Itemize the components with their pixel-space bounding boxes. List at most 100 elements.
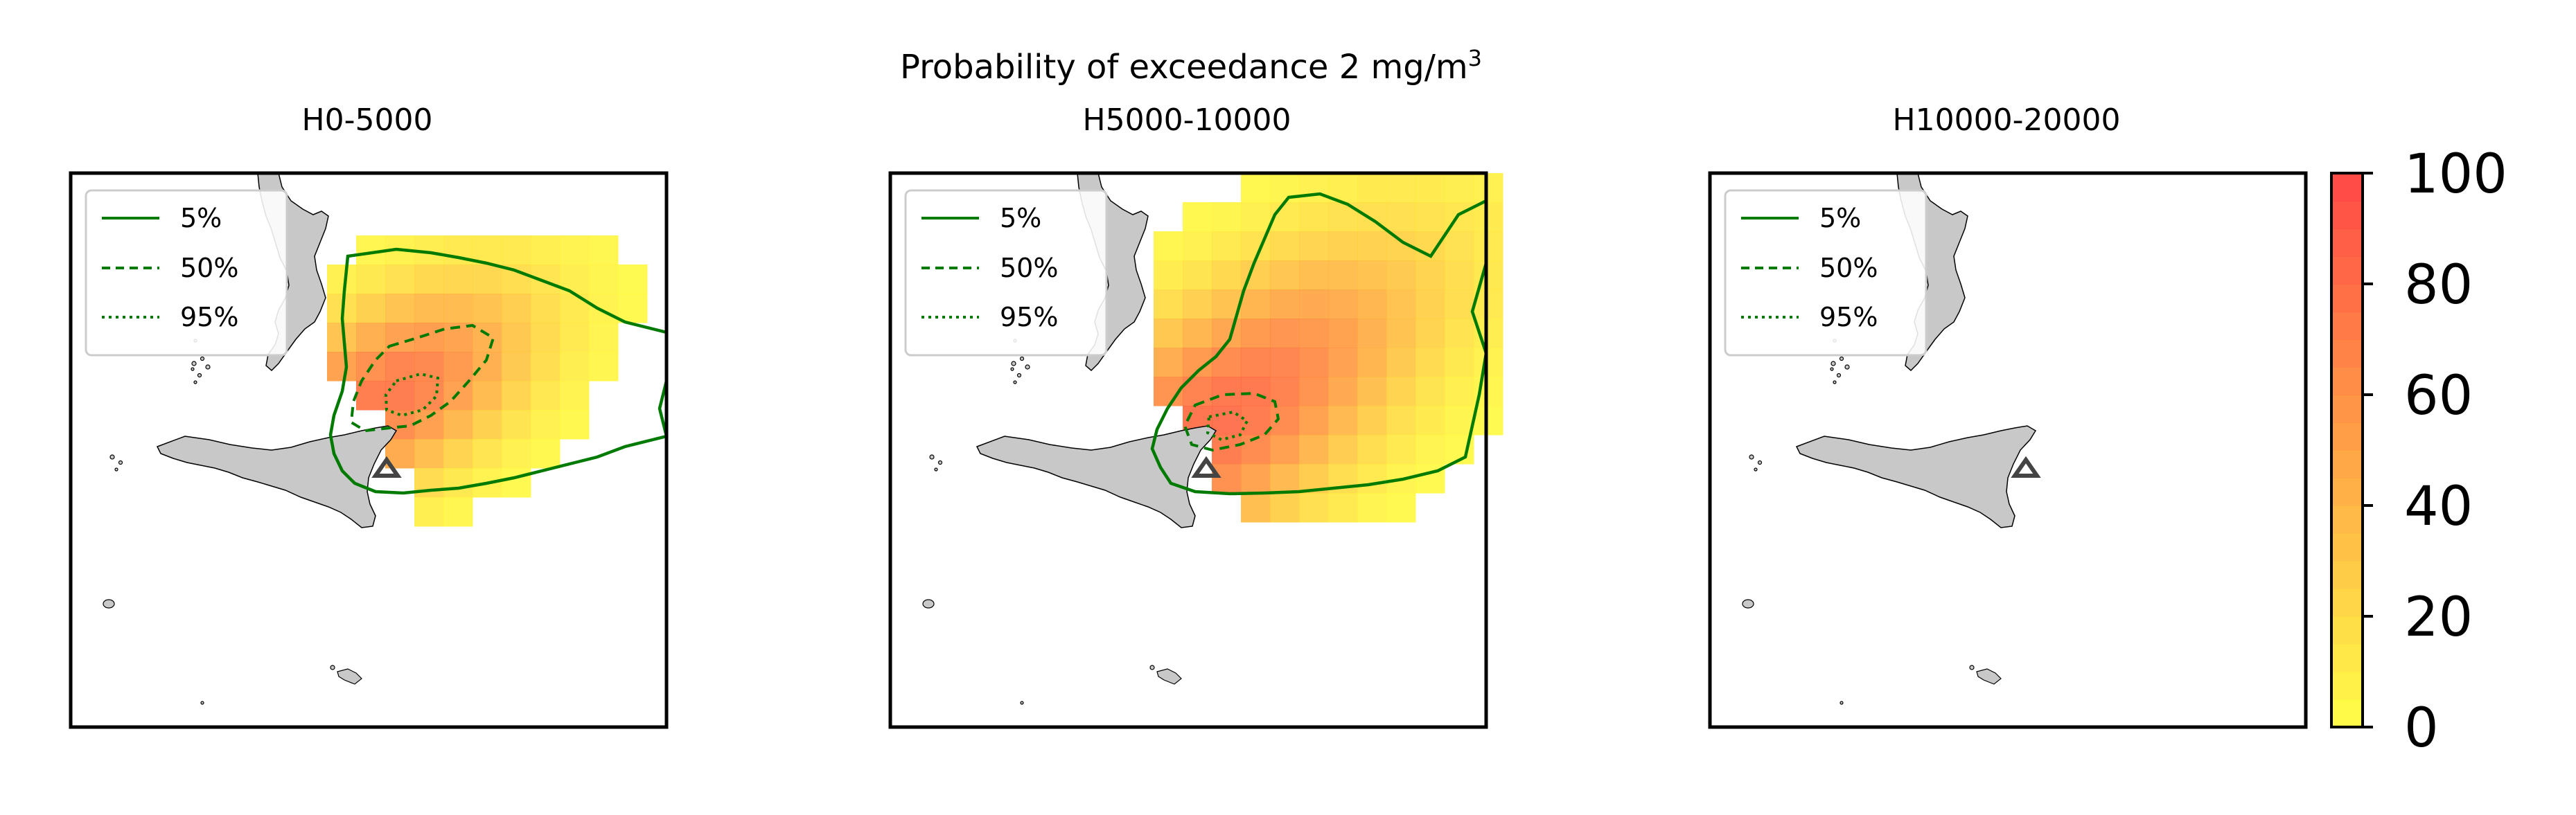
heatmap-cell xyxy=(1212,231,1242,261)
axes-frame-panel-2 xyxy=(888,171,1488,729)
heatmap-cell xyxy=(1328,260,1358,290)
heatmap-cell xyxy=(327,265,357,294)
heatmap-cell xyxy=(1445,319,1474,348)
colorbar-band xyxy=(2331,478,2363,506)
heatmap-cell xyxy=(1241,464,1271,494)
heatmap-cell xyxy=(414,352,444,382)
heatmap-cell xyxy=(1415,348,1445,377)
heatmap-cell xyxy=(560,235,590,265)
heatmap-cell xyxy=(1328,406,1358,436)
colorbar-tick-label: 100 xyxy=(2404,143,2507,206)
heatmap-cell xyxy=(443,265,473,294)
heatmap-cell xyxy=(1386,202,1416,232)
heatmap-cell xyxy=(1415,406,1445,436)
heatmap-cell xyxy=(443,381,473,411)
heatmap-cell xyxy=(1183,289,1212,319)
colorbar: 0 20 40 60 80 100 xyxy=(2330,143,2507,760)
colorbar-band xyxy=(2331,589,2363,617)
heatmap-cell xyxy=(1299,406,1329,436)
heatmap-cell xyxy=(1270,289,1300,319)
heatmap-cell xyxy=(502,381,531,411)
heatmap-cell xyxy=(1328,231,1358,261)
colorbar-frame xyxy=(2330,172,2364,728)
heatmap-cell xyxy=(1299,289,1329,319)
heatmap-cell xyxy=(443,439,473,469)
heatmap-cell xyxy=(589,235,619,265)
legend-label-5: 5% xyxy=(1819,203,1861,233)
heatmap-cell xyxy=(1270,464,1300,494)
heatmap-panel-1 xyxy=(327,235,648,527)
heatmap-cell xyxy=(1299,435,1329,465)
heatmap-cell xyxy=(385,381,415,411)
heatmap-cell xyxy=(1183,260,1212,290)
heatmap-cell xyxy=(1270,406,1300,436)
heatmap-cell xyxy=(1328,435,1358,465)
colorbar-band xyxy=(2331,229,2363,257)
heatmap-cell xyxy=(1270,260,1300,290)
legend-label-50: 50% xyxy=(1819,253,1878,283)
colorbar-band xyxy=(2331,395,2363,423)
heatmap-cell xyxy=(1445,348,1474,377)
contour-95-panel-2 xyxy=(1206,410,1249,442)
heatmap-cell xyxy=(1212,202,1242,232)
heatmap-cell xyxy=(1299,348,1329,377)
colorbar-band xyxy=(2331,699,2363,728)
heatmap-cell xyxy=(502,410,531,440)
heatmap-cell xyxy=(1183,231,1212,261)
heatmap-cell xyxy=(356,323,386,352)
heatmap-cell xyxy=(1474,231,1503,261)
panel-title-2: H5000-10000 xyxy=(1083,102,1291,138)
heatmap-cell xyxy=(1183,202,1212,232)
colorbar-band xyxy=(2331,450,2363,478)
heatmap-cell xyxy=(1241,289,1271,319)
heatmap-cell xyxy=(1270,493,1300,523)
heatmap-cell xyxy=(1386,173,1416,203)
heatmap-cell xyxy=(1328,377,1358,406)
heatmap-cell xyxy=(1328,348,1358,377)
heatmap-cell xyxy=(1154,231,1183,261)
colorbar-band xyxy=(2331,284,2363,312)
heatmap-cell xyxy=(443,468,473,498)
legend-panel-2: 5% 50% 95% xyxy=(904,189,1108,357)
heatmap-cell xyxy=(1386,348,1416,377)
heatmap-cell xyxy=(473,410,502,440)
heatmap-cell xyxy=(1474,348,1503,377)
heatmap-cell xyxy=(356,265,386,294)
colorbar-band xyxy=(2331,339,2363,368)
vent-marker-panel-1 xyxy=(371,456,402,478)
colorbar-band xyxy=(2331,312,2363,340)
heatmap-cell xyxy=(1357,493,1387,523)
map-panel-1: 5% 50% 95% xyxy=(69,171,669,729)
heatmap-cell xyxy=(414,381,444,411)
colorbar-band xyxy=(2331,422,2363,451)
heatmap-cell xyxy=(1212,406,1242,436)
legend-label-95: 95% xyxy=(1819,302,1878,332)
colorbar-band xyxy=(2331,561,2363,589)
legend-panel-1: 5% 50% 95% xyxy=(85,189,288,357)
heatmap-cell xyxy=(1386,289,1416,319)
heatmap-cell xyxy=(1357,289,1387,319)
vent-marker-panel-3 xyxy=(2011,456,2041,478)
heatmap-cell xyxy=(1357,319,1387,348)
heatmap-cell xyxy=(1154,260,1183,290)
heatmap-cell xyxy=(473,381,502,411)
heatmap-cell xyxy=(1474,260,1503,290)
heatmap-cell xyxy=(1212,260,1242,290)
heatmap-cell xyxy=(1212,348,1242,377)
heatmap-cell xyxy=(1212,377,1242,406)
heatmap-cell xyxy=(589,265,619,294)
heatmap-cell xyxy=(443,294,473,323)
heatmap-cell xyxy=(1270,348,1300,377)
panel-title-1: H0-5000 xyxy=(302,102,433,138)
heatmap-cell xyxy=(1241,406,1271,436)
heatmap-cell xyxy=(1386,493,1416,523)
heatmap-cell xyxy=(327,352,357,382)
heatmap-cell xyxy=(473,439,502,469)
heatmap-cell xyxy=(1241,348,1271,377)
colorbar-tick-label: 60 xyxy=(2404,365,2473,427)
heatmap-cell xyxy=(414,265,444,294)
colorbar-tick-label: 40 xyxy=(2404,476,2473,538)
heatmap-cell xyxy=(1299,231,1329,261)
legend-label-50: 50% xyxy=(1000,253,1058,283)
